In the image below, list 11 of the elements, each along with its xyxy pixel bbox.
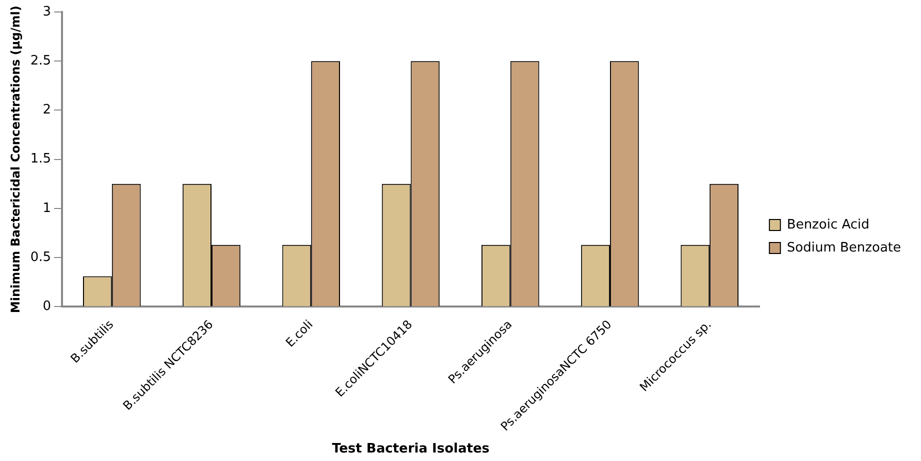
y-tick-label: 1.5 [30,152,52,167]
y-tick-label: 0.5 [30,250,52,265]
x-axis-title: Test Bacteria Isolates [332,442,490,457]
y-tick-label: 0 [42,299,52,314]
y-tick-label: 1 [42,200,52,216]
y-axis-title: Minimum Bactericidal Concentrations (µg/ml) [8,6,22,314]
y-tick-label: 3 [42,4,52,20]
y-tick-label: 2.5 [30,54,52,68]
legend-label: Benzoic Acid [786,217,870,232]
legend-label: Sodium Benzoate [786,240,902,256]
y-tick-label: 2 [42,102,52,118]
